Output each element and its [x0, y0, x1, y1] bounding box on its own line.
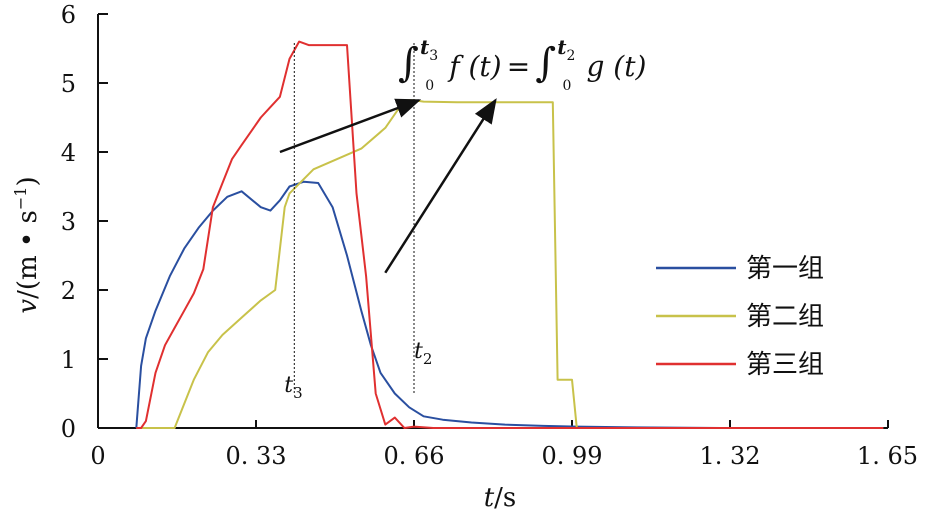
marker-label-t2: t2	[414, 339, 432, 368]
axes: 0 1 2 3 4 5 6 0 0. 33 0. 66 0. 99 1. 32 1. 65	[61, 1, 918, 470]
lower-limit-1: 0	[425, 78, 434, 94]
upper-limit-1-sub: 3	[429, 48, 438, 64]
y-axis-var: v	[13, 299, 43, 314]
y-axis-exp: −1	[11, 187, 30, 211]
y-axis-title: v/(m • s−1)	[11, 176, 43, 313]
legend-label-2: 第二组	[746, 302, 824, 332]
equals-sign: =	[507, 50, 530, 83]
annotation-arrow-2	[384, 98, 497, 274]
integral-formula: ∫ t3 0 f (t) = ∫ t2 0 g (t)	[398, 35, 646, 94]
y-tick-label-1: 1	[61, 346, 76, 374]
x-tick-label-4: 1. 32	[699, 442, 760, 470]
x-tick-label-1: 0. 33	[225, 442, 286, 470]
series-line-1	[135, 180, 884, 429]
y-tick-label-6: 6	[61, 1, 76, 29]
x-tick-label-0: 0	[90, 442, 105, 470]
annotation-arrow-1	[279, 98, 422, 154]
series-line-3	[136, 40, 884, 429]
integral-sign-1: ∫	[398, 40, 419, 86]
y-tick-label-0: 0	[61, 415, 76, 443]
upper-limit-2-sub: 2	[566, 48, 575, 64]
y-tick-label-2: 2	[61, 277, 76, 305]
x-axis-var: t	[484, 483, 495, 513]
y-tick-label-4: 4	[61, 139, 76, 167]
integral-sign-2: ∫	[535, 40, 556, 86]
marker-label-t3: t3	[284, 373, 302, 402]
x-axis-unit: /s	[494, 483, 516, 513]
y-axis-close: )	[13, 176, 43, 186]
y-tick-label-5: 5	[61, 70, 76, 98]
x-tick-label-5: 1. 65	[857, 442, 918, 470]
legend-label-1: 第一组	[746, 254, 824, 284]
x-tick-label-3: 0. 99	[541, 442, 602, 470]
y-axis-unit: /(m • s	[13, 210, 43, 299]
function-1: f (t)	[447, 50, 501, 83]
legend-label-3: 第三组	[746, 350, 824, 380]
upper-limit-1: t	[420, 35, 430, 59]
x-tick-label-2: 0. 66	[383, 442, 444, 470]
x-axis-title: t/s	[484, 483, 517, 513]
annotation-layer	[279, 98, 497, 274]
y-tick-label-3: 3	[61, 208, 76, 236]
upper-limit-2: t	[557, 35, 567, 59]
marker-layer: t3 t2	[284, 42, 432, 402]
lower-limit-2: 0	[562, 78, 571, 94]
function-2: g (t)	[586, 50, 646, 83]
